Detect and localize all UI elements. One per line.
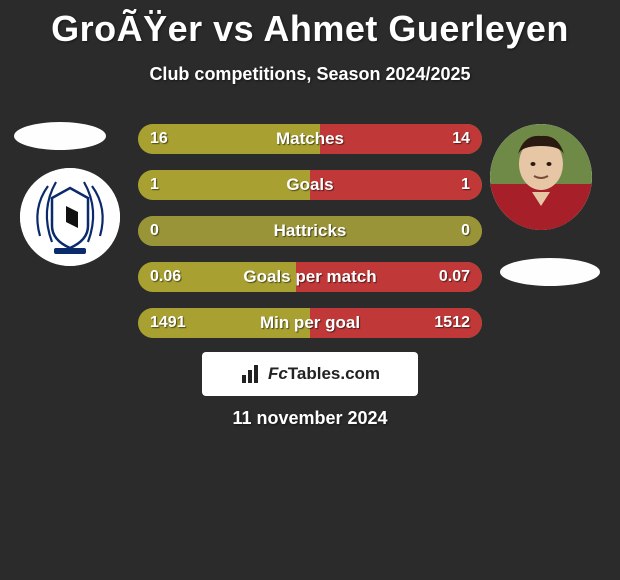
subtitle: Club competitions, Season 2024/2025 <box>0 64 620 85</box>
logo-text: FcTables.com <box>268 364 380 384</box>
bar-chart-icon <box>240 363 262 385</box>
player1-club-badge <box>20 168 120 266</box>
stat-value-right: 0 <box>461 216 470 246</box>
stat-label: Hattricks <box>138 216 482 246</box>
player1-name-pill <box>14 122 106 150</box>
player2-club-pill <box>500 258 600 286</box>
club-crest-icon <box>20 168 120 266</box>
stat-label: Goals per match <box>138 262 482 292</box>
stat-value-right: 1512 <box>434 308 470 338</box>
stat-row: 0Hattricks0 <box>138 216 482 246</box>
stat-row: 1491Min per goal1512 <box>138 308 482 338</box>
stat-value-right: 14 <box>452 124 470 154</box>
date-line: 11 november 2024 <box>0 408 620 429</box>
page-title: GroÃŸer vs Ahmet Guerleyen <box>0 0 620 50</box>
stat-row: 0.06Goals per match0.07 <box>138 262 482 292</box>
stat-label: Min per goal <box>138 308 482 338</box>
stat-label: Matches <box>138 124 482 154</box>
avatar-icon <box>490 124 592 230</box>
stat-row: 16Matches14 <box>138 124 482 154</box>
stats-table: 16Matches14 1Goals1 0Hattricks0 0.06Goals p… <box>138 124 482 354</box>
player2-avatar <box>490 124 592 230</box>
stat-row: 1Goals1 <box>138 170 482 200</box>
stat-value-right: 0.07 <box>439 262 470 292</box>
stat-label: Goals <box>138 170 482 200</box>
stat-value-right: 1 <box>461 170 470 200</box>
comparison-infographic: GroÃŸer vs Ahmet Guerleyen Club competit… <box>0 0 620 580</box>
source-logo: FcTables.com <box>202 352 418 396</box>
